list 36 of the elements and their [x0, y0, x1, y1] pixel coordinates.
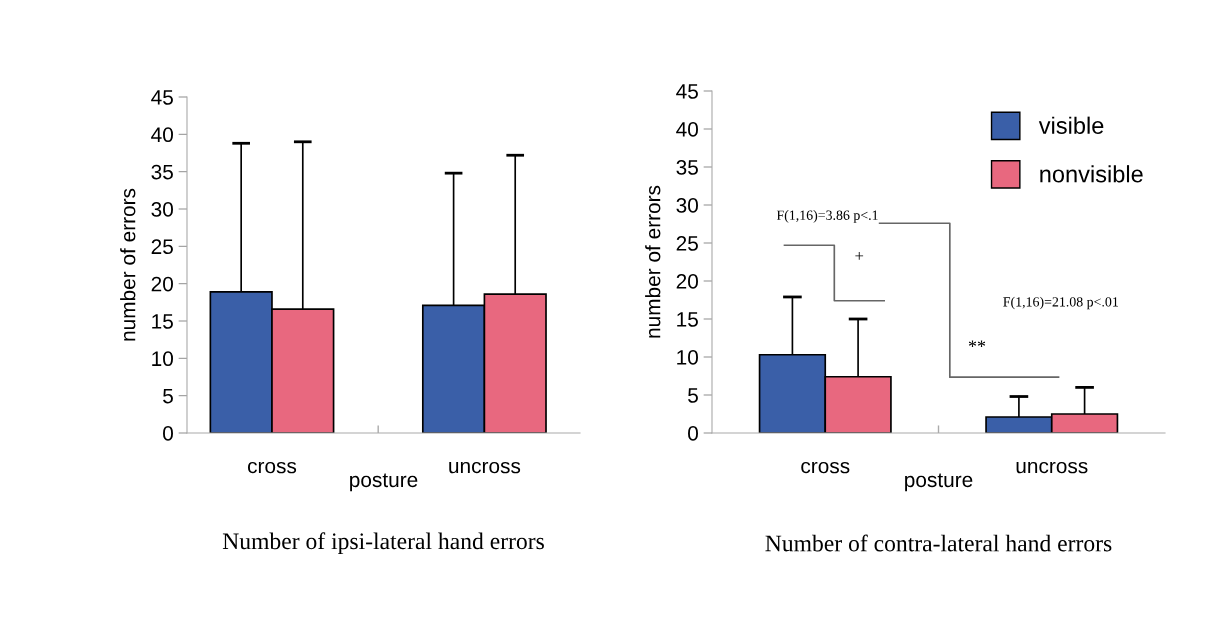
- legend-label: visible: [1038, 116, 1104, 134]
- y-tick-label: 40: [151, 127, 173, 143]
- annotation: F(1,16)=21.08 p<.01: [1003, 296, 1118, 310]
- y-tick-label: 45: [676, 84, 698, 99]
- x-axis-title: posture: [350, 473, 418, 492]
- y-tick-label: 5: [688, 388, 698, 403]
- y-axis-title: number of errors: [120, 188, 136, 341]
- y-tick-label: 25: [676, 236, 698, 251]
- legend-label: nonvisible: [1040, 165, 1143, 183]
- y-tick-label: 35: [676, 160, 698, 175]
- text: Number of contra-lateral hand errors: [765, 534, 1112, 552]
- y-tick-label: 10: [152, 351, 173, 367]
- y-tick-label: 35: [151, 164, 173, 180]
- y-tick-label: 20: [676, 274, 698, 289]
- x-tick-label: uncross: [1016, 461, 1088, 474]
- annotation: F(1,16)=3.86 p<.1: [776, 210, 878, 223]
- y-tick-label: 20: [151, 276, 173, 292]
- x-tick-label: cross: [247, 461, 297, 474]
- y-tick-label: 25: [151, 239, 173, 255]
- y-tick-label: 30: [676, 198, 698, 213]
- annotation: **: [968, 340, 986, 348]
- y-tick-label: 0: [688, 426, 698, 441]
- y-tick-label: 45: [151, 90, 173, 105]
- y-tick-label: 40: [676, 122, 698, 137]
- y-tick-label: 15: [152, 314, 173, 329]
- x-axis-title: posture: [905, 473, 973, 492]
- text: Number of ipsi-lateral hand errors: [222, 532, 544, 555]
- y-axis-title: number of errors: [645, 185, 661, 338]
- x-tick-label: uncross: [449, 461, 521, 474]
- x-tick-label: cross: [801, 461, 850, 474]
- y-tick-label: 0: [163, 426, 173, 441]
- y-tick-label: 10: [677, 350, 698, 365]
- y-tick-label: 15: [677, 312, 698, 327]
- y-tick-label: 5: [163, 388, 173, 404]
- annotation: +: [855, 252, 864, 260]
- y-tick-label: 30: [151, 202, 173, 217]
